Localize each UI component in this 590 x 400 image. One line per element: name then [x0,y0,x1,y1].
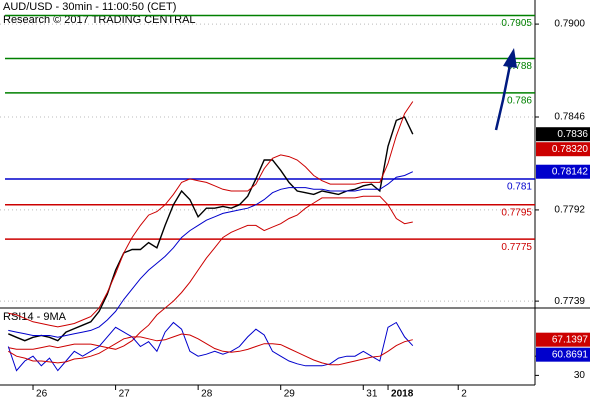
price-tag-label: 0.78320 [552,144,589,155]
chart-title: AUD/USD - 30min - 11:00:50 (CET) [3,1,176,13]
x-tick-label: 31 [366,389,378,400]
x-tick-label: 2 [461,389,467,400]
x-tick-label: 28 [201,389,213,400]
y-tick-label: 30 [574,370,586,381]
price-tag [536,142,590,157]
price-tag [536,164,590,179]
level-label: 0.781 [507,182,532,193]
level-label: 0.7775 [501,242,532,253]
series-line [8,195,413,350]
y-tick-label: 0.7846 [554,112,585,123]
x-tick-label: 29 [284,389,296,400]
price-tag [536,347,590,362]
level-label: 0.7905 [501,18,532,29]
price-tag-label: 0.7836 [557,129,588,140]
series-line [8,116,414,342]
x-tick-label: 26 [36,389,48,400]
series-line [7,321,414,372]
y-tick-label: 0.7900 [554,19,585,30]
x-tick-label: 2018 [391,389,414,400]
y-tick-label: 0.7792 [554,205,585,216]
level-label: 0.786 [507,96,532,107]
series-line [8,171,414,338]
price-tag-label: 60.8691 [552,349,589,360]
price-tag [536,127,590,142]
level-label: 0.788 [507,61,532,72]
y-tick-label: 0.7739 [554,296,585,307]
chart-subtitle: Research © 2017 TRADING CENTRAL [3,14,196,26]
series-line [8,101,414,328]
series-line [8,333,413,366]
forecast-arrow [494,48,517,131]
level-label: 0.7795 [501,207,532,218]
price-tag [536,332,590,347]
rsi-title: RSI14 - 9MA [3,311,67,323]
price-tag-label: 67.1397 [552,334,589,345]
price-tag-label: 0.78142 [552,166,589,177]
x-tick-label: 27 [119,389,131,400]
